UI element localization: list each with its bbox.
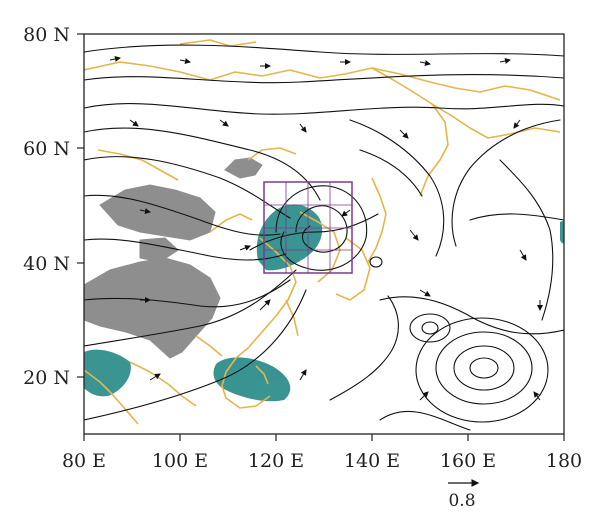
x-tick-label: 160 E <box>440 450 496 472</box>
y-tick-label: 20 N <box>23 367 70 389</box>
significant-areas <box>84 204 564 402</box>
plateau-mask <box>84 157 263 359</box>
wind-vectors <box>109 56 543 401</box>
x-tick-label: 120 E <box>248 450 304 472</box>
x-tick-label: 80 E <box>62 450 106 472</box>
x-ticks <box>83 434 565 441</box>
y-tick-label: 40 N <box>23 253 70 275</box>
reference-vector-label: 0.8 <box>448 491 475 511</box>
key-region-box <box>263 181 353 274</box>
reference-vector: 0.8 <box>448 479 480 511</box>
y-ticks <box>77 33 84 378</box>
y-tick-label: 80 N <box>23 24 70 46</box>
map-frame <box>83 33 565 435</box>
streamlines <box>84 44 564 431</box>
x-tick-label: 180 <box>546 450 582 472</box>
x-tick-label: 100 E <box>152 450 208 472</box>
x-tick-label: 140 E <box>344 450 400 472</box>
y-tick-label: 60 N <box>23 138 70 160</box>
